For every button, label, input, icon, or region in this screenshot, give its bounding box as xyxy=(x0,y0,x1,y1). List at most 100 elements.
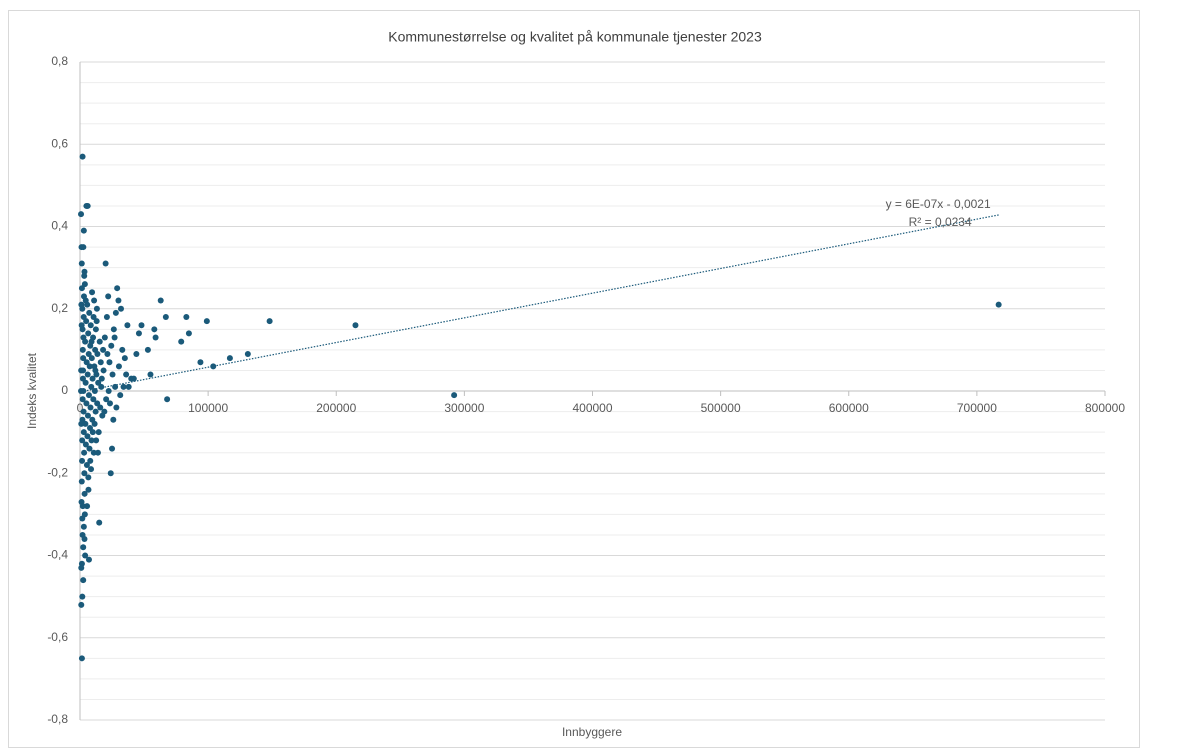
point xyxy=(98,375,105,382)
point xyxy=(79,457,86,464)
point xyxy=(117,392,124,399)
point xyxy=(164,396,171,403)
point xyxy=(84,433,91,440)
point xyxy=(79,346,86,353)
point xyxy=(138,322,145,329)
point xyxy=(125,383,132,390)
y-tick-label: -0,2 xyxy=(47,465,68,479)
x-tick-label: 800000 xyxy=(1085,401,1125,415)
point xyxy=(352,322,359,329)
point xyxy=(82,552,89,559)
point xyxy=(451,392,458,399)
trendline-r2: R² = 0,0234 xyxy=(909,215,972,229)
point xyxy=(185,330,192,337)
point xyxy=(84,371,91,378)
point xyxy=(84,412,91,419)
point xyxy=(83,359,90,366)
point xyxy=(80,577,87,584)
point xyxy=(88,437,95,444)
x-tick-label: 200000 xyxy=(316,401,356,415)
point xyxy=(81,536,88,543)
point xyxy=(80,429,87,436)
point xyxy=(101,334,108,341)
point xyxy=(82,338,89,345)
point xyxy=(183,313,190,320)
point xyxy=(83,318,90,325)
point xyxy=(105,388,112,394)
point xyxy=(92,408,99,415)
point xyxy=(112,309,119,316)
point xyxy=(82,420,89,427)
point xyxy=(147,371,154,378)
point xyxy=(110,416,117,423)
point xyxy=(85,392,92,399)
point xyxy=(135,330,142,337)
point xyxy=(89,289,96,296)
point xyxy=(79,396,86,403)
chart-title: Kommunestørrelse og kvalitet på kommunal… xyxy=(388,29,762,45)
point xyxy=(80,227,87,234)
y-tick-label: 0,8 xyxy=(51,54,68,68)
point xyxy=(88,355,95,362)
point xyxy=(106,400,113,407)
point xyxy=(79,593,86,600)
x-tick-label: 600000 xyxy=(829,401,869,415)
point xyxy=(102,260,109,267)
point xyxy=(80,544,87,551)
point xyxy=(78,301,85,308)
point xyxy=(78,564,85,571)
point xyxy=(80,523,87,530)
point xyxy=(90,449,97,456)
x-tick-label: 0 xyxy=(77,401,84,415)
point xyxy=(92,326,99,333)
point xyxy=(81,490,88,497)
point xyxy=(83,400,90,407)
y-tick-label: 0,2 xyxy=(51,301,68,315)
y-tick-label: 0,4 xyxy=(51,219,68,233)
point xyxy=(80,355,87,362)
point xyxy=(93,437,100,444)
point xyxy=(83,202,90,209)
point xyxy=(85,556,92,563)
point xyxy=(81,449,88,456)
point xyxy=(97,404,104,411)
y-tick-label: -0,6 xyxy=(47,630,68,644)
point xyxy=(244,350,251,357)
point xyxy=(105,293,112,300)
point xyxy=(79,437,86,444)
point xyxy=(109,445,116,452)
y-tick-label: 0 xyxy=(61,383,68,397)
point xyxy=(128,375,135,382)
x-tick-label: 500000 xyxy=(701,401,741,415)
point xyxy=(86,363,93,370)
point xyxy=(81,470,88,477)
point xyxy=(89,375,96,382)
point xyxy=(78,655,85,662)
point xyxy=(121,355,128,362)
point xyxy=(178,338,185,345)
point xyxy=(124,322,131,329)
point xyxy=(80,408,87,415)
x-tick-label: 300000 xyxy=(444,401,484,415)
point xyxy=(104,350,111,357)
y-tick-label: -0,4 xyxy=(47,548,68,562)
point xyxy=(91,297,98,304)
point xyxy=(114,285,121,292)
point xyxy=(157,297,164,304)
point xyxy=(93,305,100,312)
point xyxy=(79,153,86,160)
point xyxy=(78,260,85,267)
point xyxy=(85,486,92,493)
point xyxy=(87,322,94,329)
point xyxy=(90,334,97,341)
point xyxy=(91,420,98,427)
point xyxy=(120,383,127,390)
trendline-equation: y = 6E-07x - 0,0021 xyxy=(886,197,991,211)
point xyxy=(103,396,110,403)
x-tick-label: 700000 xyxy=(957,401,997,415)
point xyxy=(86,425,93,432)
point xyxy=(96,338,103,345)
point xyxy=(95,379,102,386)
point xyxy=(99,412,106,419)
point xyxy=(88,466,95,473)
